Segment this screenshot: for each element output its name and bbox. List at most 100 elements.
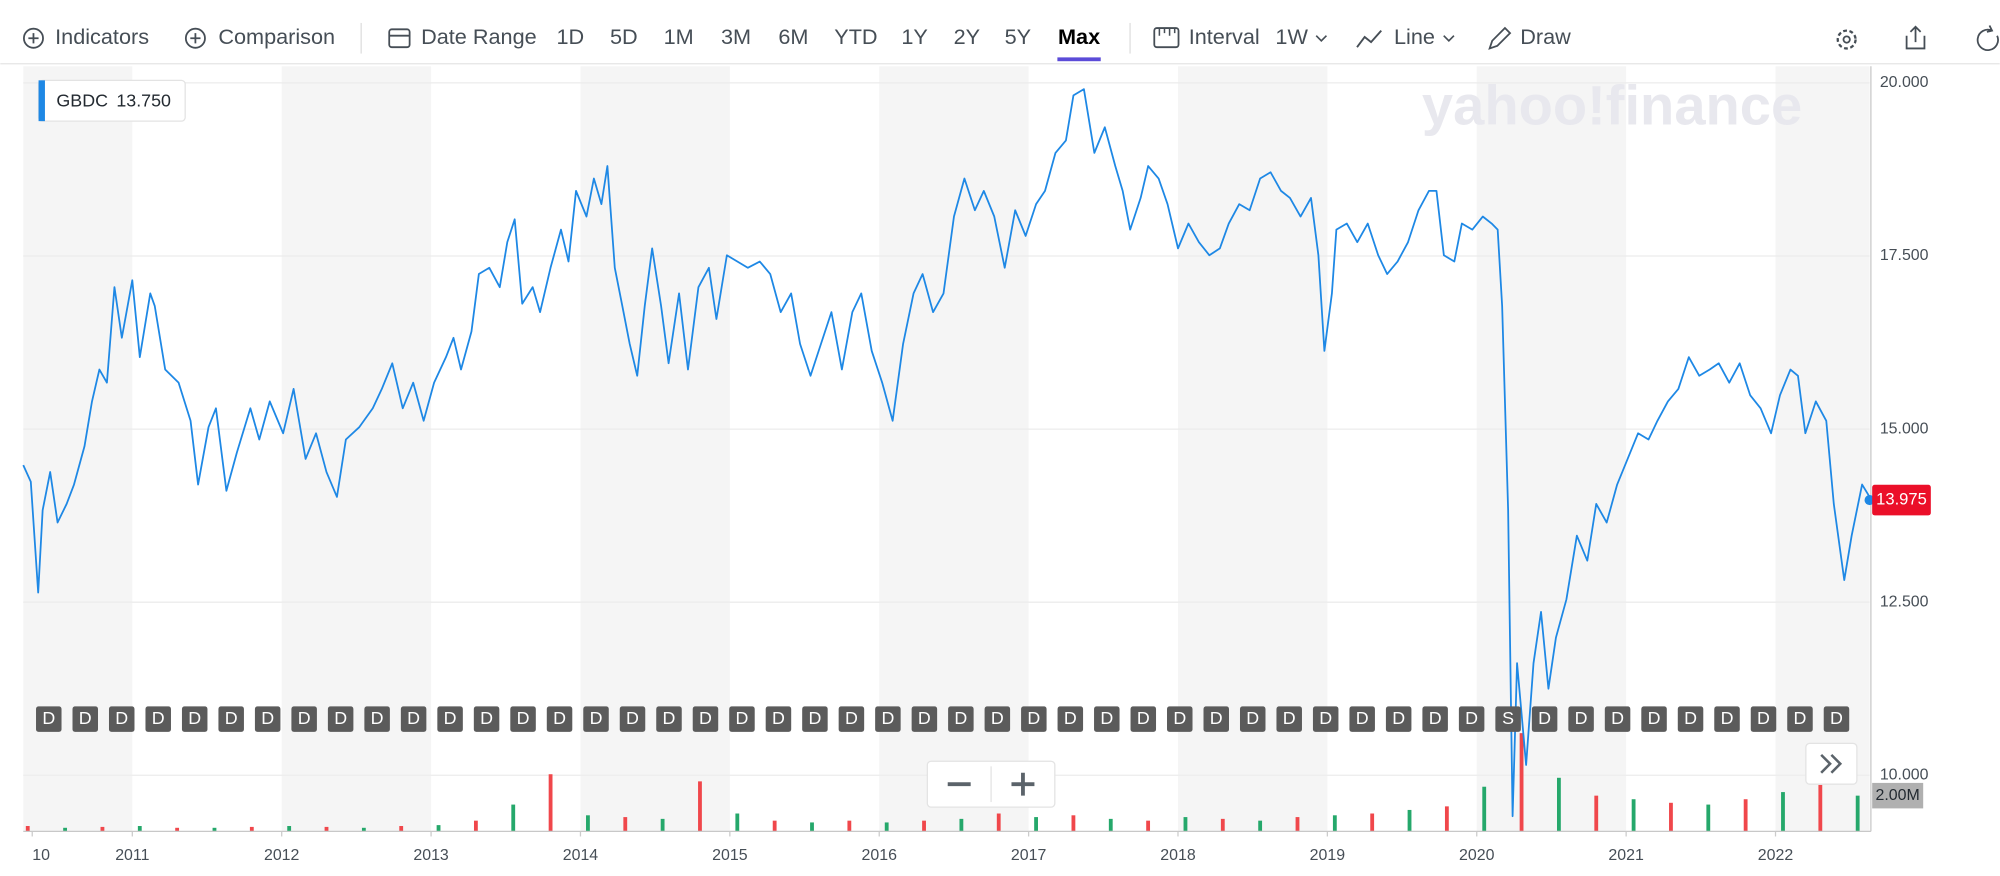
chart-style-button[interactable]: Line [1356, 24, 1455, 49]
event-marker[interactable] [400, 706, 427, 732]
legend-swatch [38, 80, 45, 122]
icon [190, 33, 201, 44]
event-marker[interactable] [583, 706, 609, 732]
event-marker[interactable] [1458, 706, 1485, 732]
event-marker[interactable] [1203, 706, 1229, 732]
indicators-button[interactable]: Indicators [23, 24, 149, 49]
event-marker[interactable] [984, 706, 1011, 732]
draw-button[interactable]: Draw [1488, 24, 1571, 50]
event-marker[interactable] [692, 706, 719, 732]
event-marker[interactable] [145, 706, 171, 732]
comparison-button[interactable]: Comparison [184, 24, 335, 49]
event-marker[interactable] [875, 706, 901, 732]
event-label: D [115, 708, 128, 728]
event-label: D [918, 708, 931, 728]
event-marker[interactable] [1604, 706, 1631, 732]
event-marker[interactable] [1276, 706, 1302, 732]
range-button[interactable]: 1Y [901, 24, 928, 49]
range-button[interactable]: 1M [664, 24, 694, 49]
range-button[interactable]: YTD [834, 24, 877, 49]
event-label: D [808, 708, 821, 728]
range-button[interactable]: 1D [556, 24, 584, 49]
event-marker[interactable] [656, 706, 682, 732]
event-marker[interactable] [1021, 706, 1047, 732]
range-button[interactable]: 3M [721, 24, 751, 49]
event-marker[interactable] [1531, 706, 1558, 732]
event-marker[interactable] [1094, 706, 1120, 732]
event-marker[interactable] [1750, 706, 1777, 732]
event-marker[interactable] [619, 706, 646, 732]
volume-bar [1370, 813, 1375, 832]
event-marker[interactable] [1677, 706, 1704, 732]
button-label: Date Range [421, 24, 537, 49]
icon [388, 28, 411, 49]
icon [1976, 25, 1999, 51]
event-marker[interactable] [473, 706, 500, 732]
event-marker[interactable] [437, 706, 463, 732]
event-marker[interactable] [1714, 706, 1740, 732]
event-marker[interactable] [1239, 706, 1266, 732]
event-marker[interactable] [36, 706, 62, 732]
event-marker[interactable] [911, 706, 938, 732]
event-marker[interactable] [1495, 706, 1521, 732]
event-marker[interactable] [327, 706, 354, 732]
volume-bar [847, 820, 852, 832]
event-marker[interactable] [510, 706, 536, 732]
range-button[interactable]: Max [1058, 24, 1100, 49]
icon [23, 27, 44, 49]
event-label: D [590, 708, 603, 728]
event-marker[interactable] [1349, 706, 1375, 732]
year-band [879, 66, 1029, 832]
icon [184, 27, 206, 49]
event-marker[interactable] [802, 706, 828, 732]
event-marker[interactable] [291, 706, 317, 732]
event-marker[interactable] [1422, 706, 1448, 732]
event-marker[interactable] [1787, 706, 1813, 732]
volume-bar [922, 820, 926, 832]
event-marker[interactable] [1130, 706, 1157, 732]
reset-button[interactable] [1976, 25, 1999, 51]
event-marker[interactable] [546, 706, 573, 732]
event-marker[interactable] [1312, 706, 1339, 732]
event-marker[interactable] [1568, 706, 1594, 732]
zoom-in[interactable] [1011, 772, 1035, 796]
event-marker[interactable] [1823, 706, 1850, 732]
volume-bar [399, 826, 404, 832]
event-label: D [334, 708, 347, 728]
volume-bar [361, 827, 366, 832]
event-marker[interactable] [364, 706, 390, 732]
interval-button[interactable]: Interval 1W [1153, 24, 1328, 49]
event-marker[interactable] [72, 706, 99, 732]
range-button[interactable]: 5Y [1005, 24, 1031, 49]
event-marker[interactable] [1385, 706, 1412, 732]
event-marker[interactable] [948, 706, 974, 732]
range-button[interactable]: 6M [778, 24, 808, 49]
event-label: D [407, 708, 420, 728]
range-button[interactable]: 2Y [954, 24, 981, 49]
event-marker[interactable] [729, 706, 755, 732]
share-button[interactable] [1905, 25, 1926, 50]
event-marker[interactable] [838, 706, 865, 732]
range-button[interactable]: 5D [610, 24, 638, 49]
date-range-button[interactable]: Date Range [388, 24, 537, 49]
year-band [281, 66, 432, 832]
scroll-end-button[interactable] [1805, 742, 1858, 785]
event-marker[interactable] [108, 706, 135, 732]
volume-bar [1781, 792, 1785, 832]
event-marker[interactable] [218, 706, 244, 732]
event-marker[interactable] [254, 706, 281, 732]
volume-bar [1818, 784, 1823, 832]
icon [1356, 29, 1382, 48]
event-marker[interactable] [1057, 706, 1084, 732]
event-label: D [772, 708, 785, 728]
event-marker[interactable] [765, 706, 792, 732]
last-price-tag [1872, 484, 1931, 516]
volume-bar [137, 826, 142, 832]
event-marker[interactable] [1641, 706, 1667, 732]
event-label: D [699, 708, 712, 728]
event-label: D [1721, 708, 1734, 728]
settings-button[interactable] [1836, 29, 1857, 50]
event-marker[interactable] [181, 706, 208, 732]
event-marker[interactable] [1167, 706, 1193, 732]
